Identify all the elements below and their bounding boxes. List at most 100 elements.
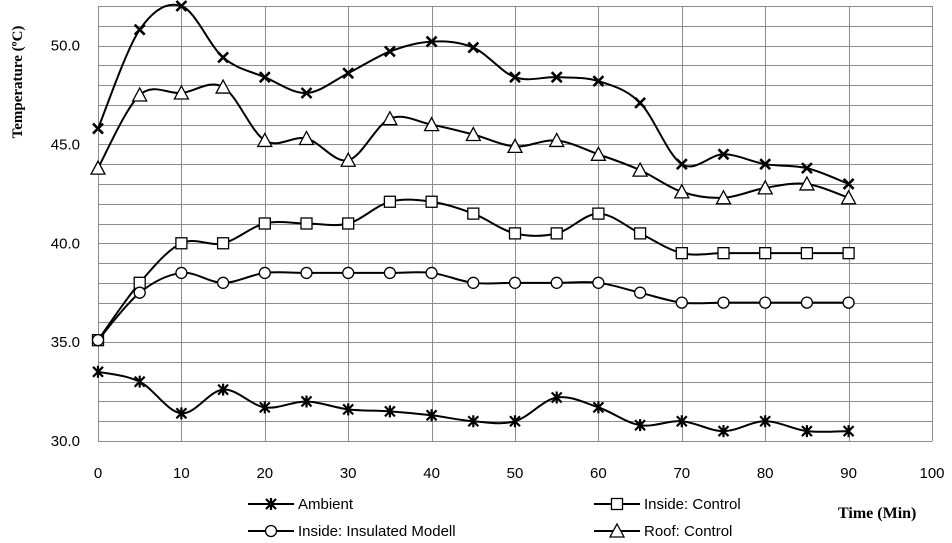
data-point (342, 217, 355, 230)
data-point (300, 87, 313, 99)
series-line (97, 83, 849, 199)
data-point (423, 116, 440, 132)
data-point (548, 132, 565, 148)
data-point (216, 237, 230, 250)
data-point (300, 217, 313, 230)
series-layer (89, 0, 857, 438)
x-tick-label: 30 (340, 465, 357, 482)
series-triangle (89, 78, 857, 205)
data-point (298, 130, 315, 146)
legend-marker (265, 498, 277, 510)
data-point (467, 415, 480, 428)
data-point (383, 266, 397, 280)
x-tick-label: 50 (507, 465, 524, 482)
data-point (384, 405, 396, 418)
data-point (173, 84, 190, 100)
y-tick-label: 50.0 (51, 38, 80, 55)
data-point (592, 75, 605, 88)
data-point (342, 67, 355, 80)
data-point (467, 41, 480, 54)
legend-label: Ambient (298, 496, 354, 513)
data-point (467, 207, 480, 220)
legend-marker (608, 522, 626, 538)
series-line (97, 198, 849, 341)
data-point (676, 415, 688, 428)
data-point (717, 247, 730, 260)
legend-item: Roof: Control (594, 522, 732, 540)
data-point (592, 401, 605, 414)
data-point (508, 276, 522, 289)
x-tick-label: 60 (590, 465, 607, 482)
tick-label-layer: 0 10 20 30 40 50 60 70 80 90 100 30.0 35.0 40.0 45.0 50… (51, 38, 945, 482)
legend-item: Ambient (248, 496, 354, 513)
data-point (467, 276, 480, 289)
legend-label: Roof: Control (644, 523, 732, 540)
data-point (509, 415, 521, 428)
legend-label: Inside: Insulated Modell (298, 523, 456, 540)
data-point (425, 409, 438, 422)
data-point (592, 207, 605, 220)
legend-marker (264, 524, 278, 538)
data-point (509, 71, 521, 84)
data-point (425, 35, 438, 48)
data-point (634, 96, 647, 109)
data-point (133, 23, 146, 36)
grid-layer (98, 6, 933, 442)
data-point (675, 296, 688, 309)
data-point (717, 425, 730, 438)
data-point (91, 334, 105, 347)
data-point (759, 415, 771, 428)
data-point (258, 71, 271, 84)
x-tick-label: 100 (919, 465, 944, 482)
data-point (256, 132, 273, 148)
series-star (92, 365, 855, 438)
data-point (842, 247, 855, 260)
data-point (550, 391, 563, 404)
data-point (259, 401, 271, 414)
data-point (634, 419, 646, 432)
data-point (217, 51, 230, 64)
data-point (675, 158, 688, 171)
data-point (717, 296, 730, 309)
data-point (800, 296, 814, 309)
data-point (632, 161, 649, 177)
x-tick-label: 80 (757, 465, 774, 482)
data-point (717, 148, 730, 161)
legend-item: Inside: Insulated Modell (248, 523, 456, 540)
data-point (842, 296, 855, 309)
data-point (342, 266, 355, 280)
data-point (842, 178, 855, 190)
legend: Ambient Inside: Control Inside: Insulated … (248, 496, 741, 540)
data-point (300, 266, 313, 280)
y-tick-label: 40.0 (51, 235, 80, 252)
series-x (92, 0, 855, 190)
data-point (215, 78, 232, 94)
data-point (840, 189, 857, 205)
data-point (175, 407, 188, 420)
data-point (673, 183, 690, 199)
data-point (175, 266, 188, 280)
data-point (759, 247, 772, 260)
data-point (425, 266, 438, 280)
data-point (383, 195, 397, 208)
x-tick-label: 20 (256, 465, 273, 482)
data-point (759, 158, 772, 171)
data-point (508, 227, 522, 240)
data-point (258, 266, 271, 280)
data-point (175, 0, 188, 12)
data-point (550, 71, 563, 84)
data-point (590, 145, 607, 161)
y-tick-label: 35.0 (51, 334, 80, 351)
y-axis-label: Temperature (ºC) (10, 26, 26, 139)
data-point (342, 403, 354, 416)
data-point (757, 179, 774, 195)
series-square (91, 195, 855, 347)
data-point (675, 247, 688, 260)
series-circle (91, 266, 855, 347)
x-tick-label: 10 (173, 465, 190, 482)
data-point (131, 86, 148, 102)
data-point (842, 425, 855, 438)
data-point (340, 151, 357, 167)
legend-label: Inside: Control (644, 496, 741, 513)
